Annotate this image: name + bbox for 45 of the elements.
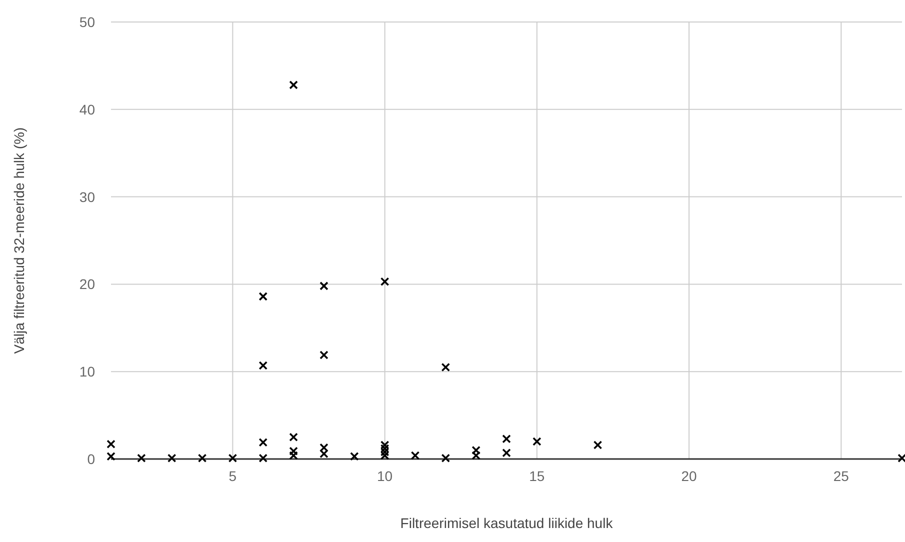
point (106, 440, 116, 449)
point (380, 451, 390, 460)
point (350, 452, 359, 461)
point (258, 438, 268, 447)
x-axis-title: Filtreerimisel kasutatud liikide hulk (400, 515, 614, 531)
y-tick-label: 0 (87, 451, 96, 467)
x-tick-label: 5 (228, 468, 237, 484)
y-tick-label: 40 (79, 101, 96, 118)
point (472, 451, 480, 460)
point (167, 454, 176, 463)
point (532, 437, 542, 446)
point (441, 454, 450, 463)
x-tick-label: 15 (529, 468, 545, 484)
point (441, 362, 450, 372)
y-axis-title: Välja filtreeritud 32-meeride hulk (%) (11, 127, 27, 354)
point (380, 277, 390, 286)
point (502, 448, 511, 458)
point (410, 451, 420, 460)
point (472, 446, 480, 455)
y-tick-label: 50 (79, 14, 96, 30)
point (320, 350, 328, 360)
point (593, 440, 602, 450)
y-tick-label: 10 (79, 364, 96, 380)
y-tick-label: 30 (79, 188, 96, 205)
point (380, 444, 390, 453)
x-tick-label: 25 (833, 468, 850, 484)
point (289, 80, 298, 90)
point (320, 282, 328, 290)
x-tick-label: 10 (377, 468, 393, 484)
point (137, 454, 146, 463)
point (289, 451, 298, 460)
point (258, 361, 268, 370)
point (258, 454, 268, 463)
point (289, 446, 298, 456)
point (106, 452, 116, 461)
point (228, 454, 238, 463)
point (258, 292, 268, 301)
point (198, 454, 207, 463)
point (320, 449, 328, 458)
point (289, 432, 298, 442)
point (380, 448, 390, 456)
y-tick-label: 20 (79, 276, 96, 292)
point (502, 434, 511, 444)
x-tick-label: 20 (681, 468, 698, 484)
point (380, 440, 390, 450)
